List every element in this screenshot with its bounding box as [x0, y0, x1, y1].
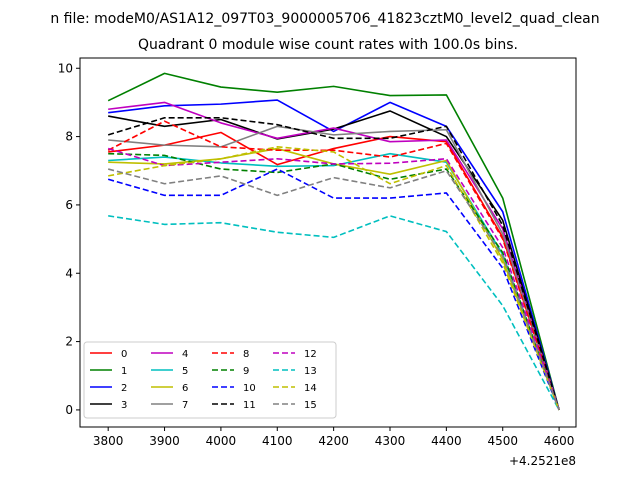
x-tick-label: 3800 — [93, 434, 124, 448]
legend-label-12: 12 — [304, 349, 317, 360]
legend-label-3: 3 — [121, 400, 127, 411]
series-line-3 — [108, 110, 560, 411]
legend-label-8: 8 — [243, 349, 249, 360]
y-tick-label: 4 — [65, 266, 73, 280]
series-line-14 — [108, 146, 560, 411]
series-line-15 — [107, 168, 560, 411]
legend-label-13: 13 — [304, 366, 317, 377]
series-line-7 — [108, 125, 560, 411]
chart-title: Quadrant 0 module wise count rates with … — [138, 37, 518, 53]
legend-box — [83, 341, 337, 419]
y-tick-label: 10 — [58, 61, 73, 75]
legend-label-14: 14 — [304, 383, 317, 394]
series-line-13 — [108, 215, 560, 411]
figure-suptitle: n file: modeM0/AS1A12_097T03_9000005706_… — [50, 11, 599, 27]
x-tick-label: 4000 — [206, 434, 237, 448]
x-tick-label: 4500 — [487, 434, 518, 448]
x-tick-label: 4600 — [544, 434, 575, 448]
x-tick-label: 3900 — [149, 434, 180, 448]
y-axis: 0 2 4 6 8 10 — [58, 61, 80, 417]
series-layer — [107, 72, 560, 411]
series-line-0 — [108, 131, 560, 411]
series-line-8 — [107, 120, 560, 411]
series-line-11 — [107, 116, 560, 411]
plot-frame — [79, 57, 577, 428]
series-line-1 — [107, 72, 560, 411]
legend-label-5: 5 — [182, 366, 188, 377]
legend-label-9: 9 — [243, 366, 249, 377]
x-tick-label: 4200 — [318, 434, 349, 448]
x-axis: 3800 3900 4000 4100 4200 4300 4400 4500 4600 — [93, 427, 574, 448]
y-tick-label: 2 — [65, 335, 73, 349]
y-tick-label: 6 — [65, 198, 73, 212]
legend-label-6: 6 — [182, 383, 188, 394]
legend-label-10: 10 — [243, 383, 256, 394]
series-line-2 — [108, 99, 560, 411]
series-line-10 — [107, 168, 560, 411]
legend-label-4: 4 — [182, 349, 188, 360]
legend-label-1: 1 — [121, 366, 127, 377]
legend-label-7: 7 — [182, 400, 188, 411]
y-tick-label: 8 — [65, 130, 73, 144]
legend-label-11: 11 — [243, 400, 256, 411]
legend-label-15: 15 — [304, 400, 317, 411]
legend-label-2: 2 — [121, 383, 127, 394]
x-tick-label: 4400 — [431, 434, 462, 448]
y-tick-label: 0 — [65, 403, 73, 417]
x-tick-label: 4100 — [262, 434, 293, 448]
x-tick-label: 4300 — [375, 434, 406, 448]
legend-label-0: 0 — [121, 349, 127, 360]
series-line-12 — [107, 147, 560, 411]
x-offset-label: +4.2521e8 — [509, 454, 576, 468]
